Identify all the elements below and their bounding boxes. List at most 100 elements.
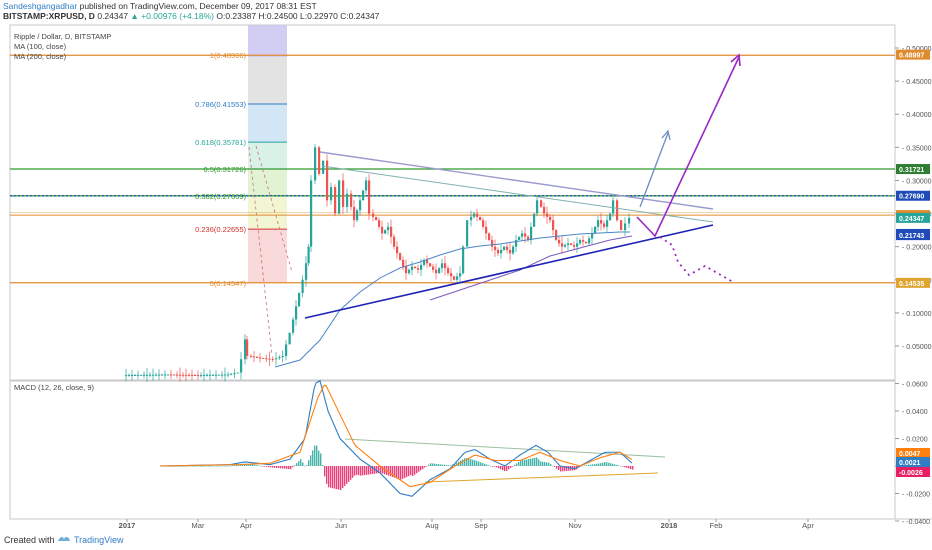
candle: [262, 357, 265, 359]
candle: [170, 374, 173, 376]
candle: [408, 269, 411, 274]
macd-histogram-bar: [434, 463, 436, 466]
author-link[interactable]: Sandeshgangadhar: [3, 1, 78, 11]
candle: [420, 264, 423, 270]
macd-histogram-bar: [518, 461, 520, 466]
macd-histogram-bar: [234, 465, 236, 466]
macd-line: [159, 379, 633, 497]
macd-histogram-bar: [620, 466, 622, 467]
candle: [218, 374, 221, 376]
candle: [326, 160, 329, 201]
macd-histogram-bar: [548, 462, 550, 466]
macd-histogram-bar: [616, 464, 618, 466]
fib-level-label: 0.5(0.31726): [203, 165, 246, 174]
candle: [353, 206, 356, 221]
candle: [482, 220, 485, 227]
candle: [441, 263, 444, 269]
price-badge-label: 0.31721: [899, 167, 924, 174]
candle: [549, 216, 552, 221]
price-chart[interactable]: 1(0.48906) 0.786(0.41553) 0.618(0.35781) 0.…: [0, 0, 932, 530]
candle: [462, 246, 465, 274]
macd-histogram-bar: [212, 465, 214, 467]
candle: [265, 358, 268, 360]
candle: [444, 263, 447, 269]
candle: [140, 374, 143, 376]
macd-histogram-bar: [496, 466, 498, 468]
candle: [185, 374, 188, 376]
macd-histogram-bar: [550, 464, 552, 466]
macd-histogram-bar: [394, 466, 396, 478]
macd-histogram-bar: [448, 465, 450, 466]
candle: [179, 374, 182, 376]
macd-histogram-bar: [282, 466, 284, 469]
macd-histogram-bar: [584, 465, 586, 467]
candle: [500, 249, 503, 254]
macd-histogram-bar: [564, 466, 566, 472]
candle: [579, 240, 582, 244]
candle: [131, 375, 134, 377]
macd-histogram-bar: [462, 459, 464, 466]
macd-histogram-bar: [222, 465, 224, 467]
macd-histogram-bar: [314, 445, 316, 466]
dashed-fib-diagonal: [248, 146, 273, 356]
macd-histogram-bar: [300, 459, 302, 466]
x-tick-label: 2017: [119, 521, 136, 530]
tradingview-link[interactable]: TradingView: [74, 535, 124, 545]
candle: [176, 374, 179, 376]
resistance-line: [321, 165, 714, 223]
macd-histogram-bar: [432, 463, 434, 466]
candle: [244, 339, 247, 360]
candle: [134, 374, 137, 376]
macd-badge-label: -0.0026: [899, 470, 923, 477]
macd-histogram-bar: [216, 465, 218, 467]
macd-histogram-bar: [408, 466, 410, 477]
candle: [285, 344, 288, 356]
macd-histogram-bar: [350, 466, 352, 480]
macd-histogram-bar: [276, 466, 278, 468]
candle: [390, 226, 393, 237]
macd-histogram-bar: [352, 466, 354, 478]
candle: [215, 374, 218, 376]
macd-histogram-bar: [526, 459, 528, 466]
macd-histogram-bar: [456, 462, 458, 466]
macd-histogram-bar: [278, 466, 280, 469]
macd-histogram-bar: [266, 466, 268, 467]
fib-level-label: 0.382(0.27669): [195, 192, 246, 201]
candle: [246, 339, 249, 356]
macd-histogram-bar: [188, 465, 190, 467]
macd-histogram-bar: [622, 466, 624, 467]
macd-tick-label: - 0.0400: [902, 409, 928, 416]
candle: [555, 230, 558, 241]
candle: [365, 180, 368, 191]
candle: [543, 206, 546, 214]
macd-histogram-bar: [288, 466, 290, 470]
macd-histogram-bar: [466, 458, 468, 466]
macd-histogram-bar: [566, 466, 568, 471]
candle: [305, 263, 308, 280]
x-tick-label: Nov: [568, 521, 582, 530]
candle: [125, 375, 128, 377]
macd-histogram-bar: [180, 465, 182, 467]
macd-histogram-bar: [614, 464, 616, 466]
macd-histogram-bar: [562, 466, 564, 472]
candle: [158, 374, 161, 376]
macd-histogram-bar: [348, 466, 350, 482]
macd-badge-label: 0.0021: [899, 460, 921, 467]
macd-histogram-bar: [494, 466, 496, 467]
candle: [375, 216, 378, 221]
candle: [318, 147, 321, 174]
macd-histogram-bar: [182, 465, 184, 467]
candle: [200, 375, 203, 377]
candle: [594, 226, 597, 234]
candle: [378, 220, 381, 227]
macd-histogram-bar: [428, 464, 430, 466]
macd-histogram-bar: [270, 466, 272, 468]
macd-histogram-bar: [608, 462, 610, 466]
candle: [588, 238, 591, 244]
candle: [612, 200, 615, 214]
candle: [456, 276, 459, 280]
macd-histogram-bar: [308, 460, 310, 466]
macd-histogram-bar: [254, 464, 256, 466]
macd-histogram-bar: [486, 464, 488, 466]
macd-histogram-bar: [294, 465, 296, 466]
